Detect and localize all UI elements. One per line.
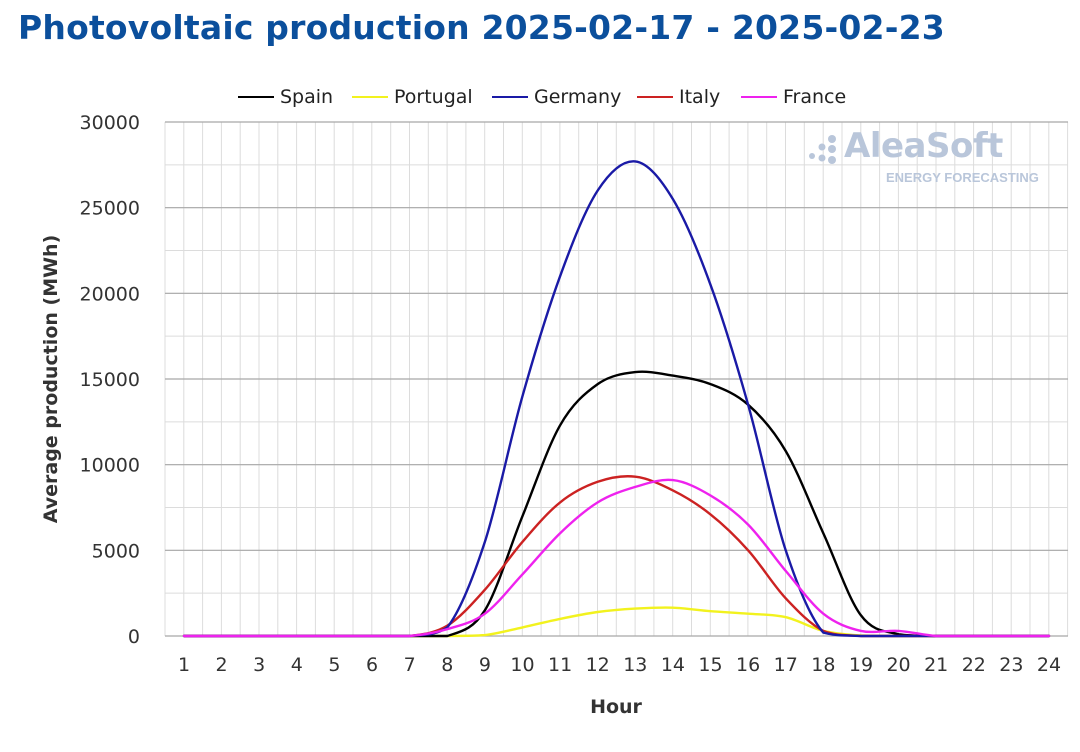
y-tick-label: 0 — [128, 626, 140, 648]
y-tick-label: 30000 — [80, 112, 140, 134]
legend-item-italy: Italy — [637, 82, 720, 112]
x-tick-label: 15 — [698, 654, 722, 676]
legend-swatch-italy — [637, 96, 673, 98]
x-tick-label: 24 — [1037, 654, 1061, 676]
x-tick-label: 8 — [441, 654, 453, 676]
aleasoft-logo: AleaSoft ENERGY FORECASTING — [802, 126, 1052, 192]
x-tick-label: 21 — [924, 654, 948, 676]
logo-name: AleaSoft — [844, 126, 1003, 166]
legend-item-spain: Spain — [238, 82, 333, 112]
chart-title: Photovoltaic production 2025-02-17 - 202… — [18, 8, 945, 47]
x-tick-label: 5 — [328, 654, 340, 676]
x-tick-label: 9 — [479, 654, 491, 676]
x-tick-label: 3 — [253, 654, 265, 676]
legend-swatch-france — [741, 96, 777, 98]
logo-dots-icon — [809, 135, 836, 164]
x-axis-title: Hour — [590, 696, 642, 718]
x-tick-label: 16 — [736, 654, 760, 676]
legend: Spain Portugal Germany Italy France — [0, 82, 1080, 112]
y-tick-label: 5000 — [92, 540, 140, 562]
x-tick-label: 1 — [178, 654, 190, 676]
y-axis-ticks: 0 5000 10000 15000 20000 25000 30000 — [80, 112, 140, 648]
y-tick-label: 15000 — [80, 369, 140, 391]
y-tick-label: 25000 — [80, 198, 140, 220]
x-tick-label: 19 — [849, 654, 873, 676]
x-tick-label: 10 — [510, 654, 534, 676]
legend-item-france: France — [741, 82, 846, 112]
legend-label-italy: Italy — [679, 86, 721, 108]
legend-swatch-germany — [492, 96, 528, 98]
legend-swatch-spain — [238, 96, 274, 98]
x-axis-ticks: 1 2 3 4 5 6 7 8 9 10 11 12 13 14 15 16 17 18 19 20 21 22 23 24 — [178, 654, 1061, 676]
legend-label-france: France — [783, 86, 847, 108]
x-tick-label: 18 — [811, 654, 835, 676]
series-layer — [182, 160, 1051, 638]
x-tick-label: 13 — [623, 654, 647, 676]
x-tick-label: 20 — [886, 654, 910, 676]
legend-swatch-portugal — [352, 96, 388, 98]
y-axis-title: Average production (MWh) — [40, 235, 62, 524]
logo-tagline: ENERGY FORECASTING — [886, 170, 1039, 185]
x-tick-label: 14 — [661, 654, 685, 676]
x-tick-label: 23 — [999, 654, 1023, 676]
x-tick-label: 7 — [404, 654, 416, 676]
x-tick-label: 6 — [366, 654, 378, 676]
x-tick-label: 11 — [548, 654, 572, 676]
y-tick-label: 20000 — [80, 283, 140, 305]
y-tick-label: 10000 — [80, 455, 140, 477]
legend-label-portugal: Portugal — [394, 86, 473, 108]
legend-label-germany: Germany — [534, 86, 622, 108]
legend-label-spain: Spain — [280, 86, 334, 108]
series-line-france — [182, 478, 1051, 638]
x-tick-label: 12 — [586, 654, 610, 676]
x-tick-label: 4 — [291, 654, 303, 676]
x-tick-label: 2 — [216, 654, 228, 676]
legend-item-portugal: Portugal — [352, 82, 473, 112]
x-tick-label: 22 — [962, 654, 986, 676]
legend-item-germany: Germany — [492, 82, 621, 112]
grid-major — [165, 121, 1068, 637]
x-tick-label: 17 — [774, 654, 798, 676]
